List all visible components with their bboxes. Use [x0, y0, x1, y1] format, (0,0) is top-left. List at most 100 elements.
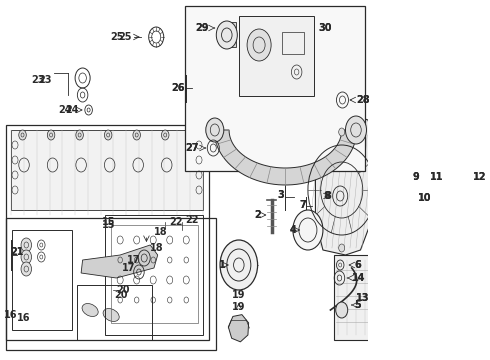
Circle shape — [21, 250, 31, 264]
Text: 26: 26 — [171, 83, 185, 93]
Circle shape — [76, 130, 83, 140]
Circle shape — [162, 130, 169, 140]
Text: 20: 20 — [117, 285, 130, 295]
Circle shape — [369, 145, 375, 153]
Text: 15: 15 — [102, 217, 116, 227]
Text: 19: 19 — [232, 290, 245, 300]
Text: 10: 10 — [418, 193, 432, 203]
Ellipse shape — [103, 309, 119, 321]
Circle shape — [293, 210, 323, 250]
Text: 15: 15 — [102, 220, 116, 230]
Text: 25: 25 — [110, 32, 124, 42]
Bar — [375, 285, 481, 350]
Circle shape — [336, 302, 348, 318]
Text: 1: 1 — [219, 260, 225, 270]
Ellipse shape — [42, 155, 63, 175]
Text: 9: 9 — [412, 172, 419, 182]
Ellipse shape — [99, 155, 120, 175]
Text: 16: 16 — [4, 310, 17, 320]
Circle shape — [104, 130, 112, 140]
Polygon shape — [228, 315, 248, 342]
Text: 30: 30 — [318, 23, 332, 33]
Text: 6: 6 — [354, 260, 361, 270]
Circle shape — [339, 128, 345, 136]
Text: 5: 5 — [354, 300, 361, 310]
Polygon shape — [81, 245, 158, 278]
Circle shape — [369, 227, 375, 235]
Text: 1: 1 — [219, 260, 225, 270]
Bar — [12, 230, 72, 330]
Bar — [111, 225, 197, 323]
Bar — [6, 218, 216, 350]
Text: 3: 3 — [277, 190, 284, 200]
Circle shape — [48, 130, 55, 140]
Text: 4: 4 — [290, 225, 296, 235]
Text: 11: 11 — [430, 172, 444, 182]
Bar — [282, 32, 304, 54]
Text: 13: 13 — [356, 293, 369, 303]
Text: 13: 13 — [356, 293, 369, 303]
Circle shape — [339, 244, 345, 252]
Text: 11: 11 — [430, 172, 444, 182]
Ellipse shape — [82, 303, 98, 316]
Text: 4: 4 — [290, 225, 296, 235]
Circle shape — [220, 240, 258, 290]
Text: 7: 7 — [299, 200, 306, 210]
Text: 27: 27 — [186, 143, 199, 153]
Text: 12: 12 — [473, 172, 487, 182]
Text: 27: 27 — [186, 143, 199, 153]
Circle shape — [21, 238, 31, 252]
Text: 19: 19 — [232, 302, 245, 312]
Text: 26: 26 — [171, 83, 185, 93]
Ellipse shape — [128, 155, 148, 175]
Text: 22: 22 — [169, 217, 182, 227]
Text: 14: 14 — [351, 273, 365, 283]
Ellipse shape — [14, 155, 35, 175]
Text: 9: 9 — [412, 172, 419, 182]
Bar — [334, 255, 440, 340]
Text: 18: 18 — [150, 243, 164, 253]
Bar — [239, 16, 314, 96]
Text: 28: 28 — [356, 95, 369, 105]
Text: 24: 24 — [65, 105, 79, 115]
Circle shape — [345, 116, 367, 144]
Text: 21: 21 — [10, 247, 24, 257]
Bar — [6, 125, 209, 340]
Text: 3: 3 — [277, 190, 284, 200]
Text: 6: 6 — [354, 260, 361, 270]
Text: 17: 17 — [127, 255, 141, 265]
Text: 14: 14 — [351, 273, 365, 283]
Bar — [76, 285, 152, 340]
Bar — [224, 22, 236, 47]
Polygon shape — [214, 130, 357, 185]
Polygon shape — [316, 115, 375, 255]
Text: 23: 23 — [31, 75, 45, 85]
Text: 20: 20 — [114, 290, 128, 300]
Text: 22: 22 — [186, 215, 199, 225]
Text: 16: 16 — [17, 313, 31, 323]
Circle shape — [247, 29, 271, 61]
Text: 12: 12 — [473, 172, 487, 182]
Bar — [11, 130, 203, 210]
Text: 28: 28 — [356, 95, 369, 105]
Bar — [185, 6, 365, 171]
Text: 18: 18 — [154, 227, 168, 237]
Circle shape — [19, 130, 26, 140]
Text: 21: 21 — [10, 247, 24, 257]
Circle shape — [21, 262, 31, 276]
Text: 7: 7 — [299, 200, 306, 210]
Text: 30: 30 — [318, 23, 332, 33]
Circle shape — [216, 21, 237, 49]
Text: 2: 2 — [255, 210, 261, 220]
Text: 5: 5 — [354, 300, 361, 310]
Polygon shape — [345, 298, 353, 314]
Text: 23: 23 — [38, 75, 52, 85]
Ellipse shape — [71, 155, 92, 175]
Text: 24: 24 — [59, 105, 72, 115]
Text: 29: 29 — [196, 23, 209, 33]
Text: 8: 8 — [324, 191, 331, 201]
Text: 29: 29 — [196, 23, 209, 33]
Text: 10: 10 — [418, 193, 432, 203]
Circle shape — [133, 130, 141, 140]
Text: 8: 8 — [323, 191, 330, 201]
